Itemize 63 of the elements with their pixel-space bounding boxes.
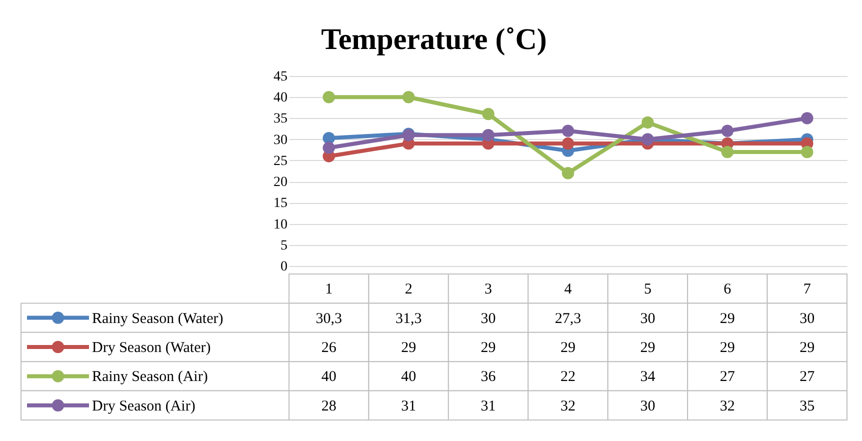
x-tick-label: 5 <box>644 282 652 298</box>
data-label: 29 <box>480 340 496 356</box>
y-tick-label: 0 <box>280 260 288 274</box>
y-tick-label: 45 <box>274 70 288 84</box>
data-label: 30 <box>640 398 656 414</box>
data-label: 36 <box>480 369 496 386</box>
data-label: 29 <box>560 340 576 356</box>
point <box>402 91 415 104</box>
point <box>801 146 814 158</box>
data-label: 32 <box>720 398 735 414</box>
legend-label: Rainy Season (Water) <box>92 310 224 327</box>
data-label: 30,3 <box>316 310 342 327</box>
data-label: 29 <box>640 340 656 356</box>
data-label: 32 <box>560 398 576 414</box>
point <box>801 112 814 124</box>
data-label: 29 <box>720 340 735 356</box>
data-label: 27 <box>800 369 816 386</box>
data-label: 27,3 <box>554 310 582 327</box>
x-tick-label: 2 <box>404 282 412 298</box>
y-tick-label: 5 <box>280 238 288 254</box>
y-tick-label: 35 <box>274 112 288 127</box>
data-label: 31,3 <box>395 310 422 327</box>
x-tick-label: 3 <box>484 282 492 298</box>
y-tick-label: 20 <box>274 175 288 190</box>
legend-label: Rainy Season (Air) <box>92 369 208 386</box>
data-label: 29 <box>401 340 416 356</box>
point <box>322 91 335 104</box>
data-label: 29 <box>800 340 815 356</box>
y-tick-label: 15 <box>274 196 288 212</box>
point <box>721 146 734 158</box>
chart-title: Temperature (˚C) <box>321 23 547 56</box>
data-label: 22 <box>560 369 576 386</box>
x-tick-label: 7 <box>803 282 812 298</box>
data-label: 34 <box>640 369 656 386</box>
point <box>482 108 494 120</box>
point <box>562 137 574 150</box>
data-label: 29 <box>720 310 735 327</box>
data-label: 26 <box>321 340 337 356</box>
y-tick-label: 30 <box>274 132 288 148</box>
point <box>562 124 574 137</box>
y-tick-label: 25 <box>274 154 288 169</box>
data-label: 30 <box>480 310 496 327</box>
point <box>482 129 494 142</box>
legend-label: Dry Season (Water) <box>92 340 211 356</box>
data-label: 31 <box>480 398 496 414</box>
data-label: 28 <box>321 398 336 414</box>
x-tick-label: 4 <box>564 282 572 298</box>
data-label: 30 <box>640 310 656 327</box>
data-label: 40 <box>321 369 336 386</box>
point <box>642 116 654 129</box>
x-tick-label: 6 <box>724 282 732 298</box>
y-tick-label: 10 <box>274 217 288 232</box>
x-tick-label: 1 <box>325 282 333 298</box>
data-label: 30 <box>800 310 815 327</box>
data-label: 40 <box>401 369 416 386</box>
data-label: 31 <box>401 398 416 414</box>
y-tick-label: 40 <box>274 90 288 106</box>
point <box>322 142 335 154</box>
data-label: 27 <box>720 369 736 386</box>
point <box>562 167 574 180</box>
point <box>721 124 734 137</box>
data-label: 35 <box>800 398 815 414</box>
legend-label: Dry Season (Air) <box>92 398 196 414</box>
